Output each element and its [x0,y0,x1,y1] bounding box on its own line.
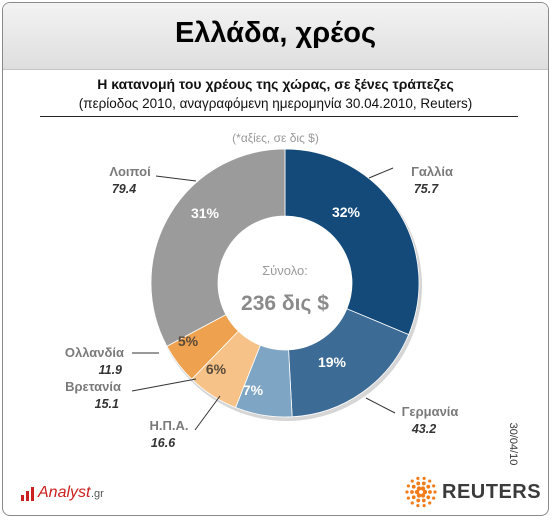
slice-percent-label: 31% [191,205,220,221]
center-disc [218,216,352,350]
analyst-chart-icon [21,487,34,501]
slice-value-label: 15.1 [95,397,119,411]
slice-percent-label: 5% [178,333,199,349]
slice-name-label: Η.Π.Α. [150,418,189,433]
slice-name-label: Βρετανία [65,379,121,394]
subtitle-divider [40,116,518,117]
chart-title: Ελλάδα, χρέος [174,17,377,49]
analyst-logo-text: Analyst [38,484,91,501]
leader-line [155,175,197,182]
slice-value-label: 11.9 [99,363,122,377]
slice-name-label: Ολλανδία [65,345,124,360]
date-stamp: 30/04/10 [507,422,519,466]
slice-name-label: Λοιποί [109,164,151,179]
slice-percent-label: 32% [332,204,361,220]
slice-percent-label: 19% [318,354,347,370]
chart-frame: Ελλάδα, χρέος Η κατανομή του χρέους της … [2,2,549,516]
reuters-logo-text: REUTERS [442,481,542,503]
units-note: (*αξίες, σε δις $) [232,131,319,145]
reuters-dots-icon [405,476,437,508]
slice-name-label: Γερμανία [402,404,459,419]
analyst-logo-suffix: .gr [91,488,104,500]
leader-line [131,378,197,392]
chart-subtitle: Η κατανομή του χρέους της χώρας, σε ξένε… [97,76,454,92]
leader-line [365,397,396,414]
leader-line [368,167,394,179]
slice-name-label: Γαλλία [411,164,453,179]
slice-percent-label: 7% [243,382,264,398]
slice-value-label: 75.7 [414,182,439,196]
source-line: (περίοδος 2010, αναγραφόμενη ημερομηνία … [78,96,473,111]
leader-line [194,395,221,431]
slice-1 [284,148,420,336]
slice-value-label: 16.6 [151,436,176,450]
label-group: 32% Γαλλία 75.7 19% Γερμανία 43.2 7% Η.Π.Α. 16.6… [65,164,459,450]
title-bar: Ελλάδα, χρέος [3,3,548,70]
slice-percent-label: 6% [206,361,227,377]
center-label: Σύνολο: [262,263,308,278]
center-total: 236 δις $ [241,292,329,315]
slice-value-label: 43.2 [411,422,436,436]
reuters-logo: REUTERS [405,476,541,508]
leader-lines [131,167,396,431]
slice-value-label: 79.4 [112,182,136,196]
